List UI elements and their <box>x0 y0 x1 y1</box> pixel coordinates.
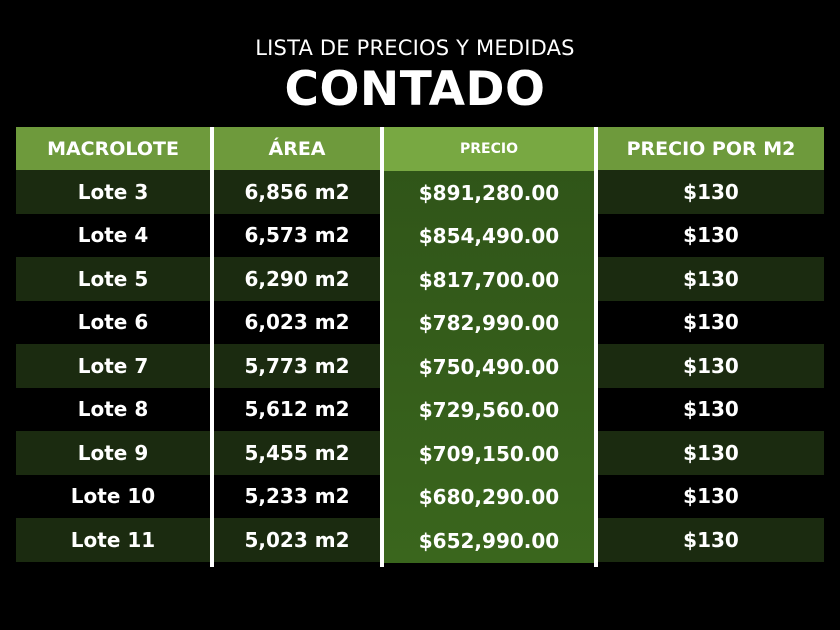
cell-lote: Lote 6 <box>16 300 210 344</box>
cell-lote: Lote 4 <box>16 213 210 257</box>
column-precio-m2: PRECIO POR M2 $130 $130 $130 $130 $130 $… <box>598 127 824 562</box>
cell-lote: Lote 7 <box>16 344 210 388</box>
cell-precio: $709,150.00 <box>418 441 560 466</box>
cell-lote: Lote 9 <box>16 431 210 475</box>
cell-area: 5,023 m2 <box>214 518 380 562</box>
cell-area: 6,573 m2 <box>214 213 380 257</box>
header-area: ÁREA <box>214 127 380 170</box>
cell-precio-m2: $130 <box>598 518 824 562</box>
cell-precio-m2: $130 <box>598 431 824 475</box>
cell-precio: $680,290.00 <box>418 485 560 510</box>
cell-precio: $750,490.00 <box>418 354 560 379</box>
column-divider <box>594 127 598 567</box>
cell-area: 6,023 m2 <box>214 300 380 344</box>
cell-area: 5,455 m2 <box>214 431 380 475</box>
cell-lote: Lote 8 <box>16 387 210 431</box>
cell-precio-m2: $130 <box>598 300 824 344</box>
column-divider <box>210 127 214 567</box>
cell-lote: Lote 3 <box>16 170 210 214</box>
cell-precio: $652,990.00 <box>418 528 560 553</box>
cell-lote: Lote 10 <box>16 474 210 518</box>
page-title: CONTADO <box>284 62 546 117</box>
cell-precio: $854,490.00 <box>418 224 560 249</box>
cell-precio: $782,990.00 <box>418 311 560 336</box>
column-macrolote: MACROLOTE Lote 3 Lote 4 Lote 5 Lote 6 Lo… <box>16 127 210 562</box>
cell-lote: Lote 11 <box>16 518 210 562</box>
cell-area: 5,612 m2 <box>214 387 380 431</box>
header-precio: PRECIO <box>384 127 594 171</box>
cell-area: 5,773 m2 <box>214 344 380 388</box>
cell-lote: Lote 5 <box>16 257 210 301</box>
cell-precio-m2: $130 <box>598 474 824 518</box>
cell-precio-m2: $130 <box>598 344 824 388</box>
cell-precio: $729,560.00 <box>418 398 560 423</box>
column-divider <box>380 127 384 567</box>
cell-area: 5,233 m2 <box>214 474 380 518</box>
cell-area: 6,290 m2 <box>214 257 380 301</box>
header-precio-m2: PRECIO POR M2 <box>598 127 824 170</box>
column-area: ÁREA 6,856 m2 6,573 m2 6,290 m2 6,023 m2… <box>214 127 380 562</box>
cell-precio-m2: $130 <box>598 387 824 431</box>
column-precio: PRECIO $891,280.00 $854,490.00 $817,700.… <box>384 127 594 563</box>
cell-precio-m2: $130 <box>598 170 824 214</box>
cell-precio: $817,700.00 <box>418 267 560 292</box>
page-subtitle: LISTA DE PRECIOS Y MEDIDAS <box>255 36 575 60</box>
cell-precio-m2: $130 <box>598 213 824 257</box>
header-macrolote: MACROLOTE <box>16 127 210 170</box>
cell-precio: $891,280.00 <box>418 180 560 205</box>
cell-precio-m2: $130 <box>598 257 824 301</box>
cell-area: 6,856 m2 <box>214 170 380 214</box>
